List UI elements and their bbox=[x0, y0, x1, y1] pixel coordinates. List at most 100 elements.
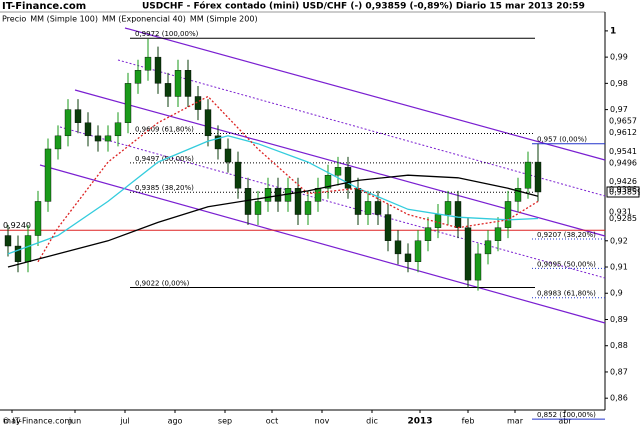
fib-label: 0,957 (0,00%) bbox=[537, 136, 587, 144]
legend-entry: MM (Simple 100) bbox=[30, 15, 98, 24]
legend-entry: MM (Exponencial 40) bbox=[102, 15, 186, 24]
candle-body bbox=[344, 167, 352, 189]
candle-body bbox=[244, 188, 252, 215]
y-tick-label: 0,86 bbox=[610, 394, 628, 403]
candle-body bbox=[454, 201, 462, 228]
candle-body bbox=[424, 227, 432, 241]
y-tick-label: 0,99 bbox=[610, 53, 628, 62]
candle-body bbox=[164, 83, 172, 97]
candle-body bbox=[354, 188, 362, 215]
candle-body bbox=[464, 227, 472, 281]
candle-body bbox=[94, 135, 102, 142]
candle-body bbox=[304, 201, 312, 215]
candle-body bbox=[34, 201, 42, 236]
candle-body bbox=[394, 240, 402, 255]
candle-body bbox=[174, 70, 182, 97]
x-tick-label: ago bbox=[168, 417, 183, 426]
candle-body bbox=[294, 188, 302, 215]
candle-body bbox=[234, 161, 242, 189]
price-tag: 0,9496 bbox=[609, 159, 637, 168]
x-tick-label: 2013 bbox=[407, 417, 432, 427]
channel-line bbox=[59, 126, 606, 279]
x-tick-label: sep bbox=[218, 417, 232, 426]
price-tag: 0,9612 bbox=[609, 128, 637, 137]
price-tag-box bbox=[606, 186, 640, 198]
candle-body bbox=[214, 135, 222, 150]
reference-label: 0,9240 bbox=[3, 221, 31, 230]
candle-body bbox=[514, 188, 522, 202]
candle-body bbox=[334, 167, 342, 176]
x-tick-label: jul bbox=[119, 417, 130, 426]
candle-body bbox=[114, 122, 122, 137]
fib-label: 0,9609 (61,80%) bbox=[135, 125, 194, 133]
x-tick-label: mar bbox=[507, 417, 524, 426]
x-tick-label: oct bbox=[266, 417, 278, 426]
candle-body bbox=[224, 148, 232, 163]
candle-body bbox=[124, 83, 132, 123]
candle-body bbox=[524, 161, 532, 189]
indicator-line bbox=[7, 135, 539, 255]
candle-body bbox=[74, 109, 82, 123]
legend-entry: MM (Simple 200) bbox=[190, 15, 258, 24]
price-tag: 0,9657 bbox=[609, 116, 637, 125]
indicator-line bbox=[7, 174, 539, 268]
chart-title: USDCHF - Fórex contado (mini) USD/CHF (-… bbox=[142, 1, 585, 12]
fib-label: 0,9207 (38,20%) bbox=[537, 231, 596, 239]
candle-body bbox=[494, 227, 502, 241]
price-tag: 0,9541 bbox=[609, 147, 637, 156]
y-tick-label: 0,89 bbox=[610, 315, 628, 324]
fib-label: 0,852 (100,00%) bbox=[537, 411, 596, 419]
fib-label: 0,9385 (38,20%) bbox=[135, 184, 194, 192]
y-tick-label: 0,91 bbox=[610, 263, 628, 272]
y-tick-label: 1 bbox=[610, 26, 616, 36]
candle-body bbox=[64, 109, 72, 137]
candle-body bbox=[44, 148, 52, 202]
candle-body bbox=[204, 109, 212, 137]
candle-body bbox=[24, 235, 32, 262]
candle-body bbox=[4, 235, 12, 247]
x-tick-label: nov bbox=[315, 417, 330, 426]
candle-body bbox=[314, 188, 322, 202]
y-tick-label: 0,98 bbox=[610, 79, 628, 88]
candle-body bbox=[154, 56, 162, 84]
candle-body bbox=[14, 245, 22, 262]
x-tick-label: feb bbox=[462, 417, 475, 426]
candle-body bbox=[504, 201, 512, 228]
y-tick-label: 0,92 bbox=[610, 236, 628, 245]
candle-body bbox=[324, 174, 332, 189]
y-tick-label: 0,88 bbox=[610, 341, 628, 350]
footer: © IT-Finance.com bbox=[2, 417, 72, 426]
indicator-line bbox=[37, 95, 539, 263]
candle-body bbox=[144, 56, 152, 71]
candle-body bbox=[84, 122, 92, 137]
candle-body bbox=[534, 161, 542, 193]
price-tag: 0,9426 bbox=[609, 177, 637, 186]
candle-body bbox=[384, 214, 392, 241]
candle-body bbox=[474, 253, 482, 281]
price-tag: 0,931 bbox=[609, 207, 632, 216]
candle-body bbox=[254, 201, 262, 215]
fib-label: 0,9095 (50,00%) bbox=[537, 260, 596, 268]
channel-line bbox=[117, 59, 606, 197]
price-tag: 0,9396 bbox=[609, 185, 637, 194]
fib-label: 0,9972 (100,00%) bbox=[135, 30, 199, 38]
legend-entry: Precio bbox=[2, 15, 26, 24]
y-tick-label: 0,9 bbox=[610, 289, 623, 298]
candle-body bbox=[444, 201, 452, 215]
x-tick-label: abr bbox=[558, 417, 572, 426]
candle-body bbox=[404, 253, 412, 262]
fib-label: 0,9022 (0,00%) bbox=[135, 279, 190, 287]
y-tick-label: 0,87 bbox=[610, 367, 628, 376]
x-tick-label: jun bbox=[68, 417, 81, 426]
candle-body bbox=[434, 214, 442, 228]
channel-line bbox=[124, 27, 606, 161]
fib-label: 0,8983 (61,80%) bbox=[537, 290, 596, 298]
candle-body bbox=[414, 240, 422, 262]
candle-body bbox=[364, 201, 372, 215]
y-tick-label: 0,97 bbox=[610, 105, 628, 114]
candle-body bbox=[104, 135, 112, 142]
candle-body bbox=[184, 70, 192, 97]
candle-body bbox=[264, 188, 272, 202]
channel-line bbox=[39, 164, 606, 324]
